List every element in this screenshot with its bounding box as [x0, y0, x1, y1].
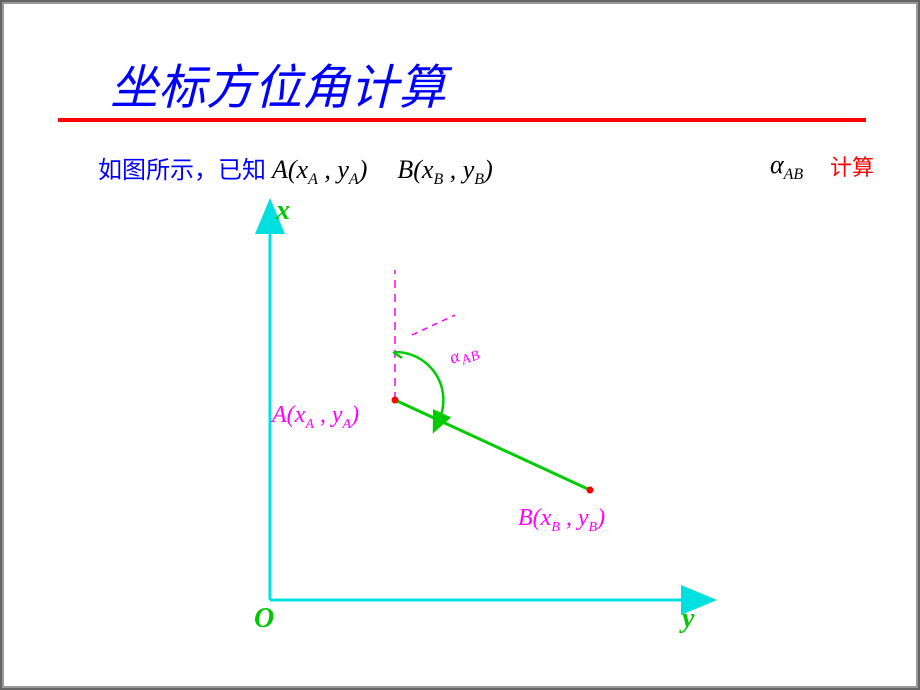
- coordinate-diagram: x y O A(xA , yA) B(xB , yB) αAB: [240, 195, 720, 655]
- dash-slant: [412, 315, 455, 335]
- page-title: 坐标方位角计算: [110, 48, 446, 118]
- axis-label-o: O: [254, 603, 274, 635]
- axis-label-y: y: [682, 603, 694, 635]
- segment-AB: [395, 400, 590, 490]
- intro-line: 如图所示，已知 A(xA , yA) B(xB , yB): [98, 150, 493, 189]
- label-B: B(xB , yB): [518, 505, 605, 536]
- axis-label-x: x: [276, 195, 290, 227]
- expr-alpha: αAB: [770, 150, 803, 184]
- title-underline: [58, 118, 866, 122]
- intro-prefix: 如图所示，已知: [98, 158, 266, 184]
- expr-A: A(xA , yA): [272, 155, 367, 184]
- label-A: A(xA , yA): [272, 402, 359, 433]
- expr-B: B(xB , yB): [397, 155, 492, 184]
- calc-label: 计算: [830, 150, 874, 182]
- point-A: [392, 397, 399, 404]
- point-B: [587, 487, 594, 494]
